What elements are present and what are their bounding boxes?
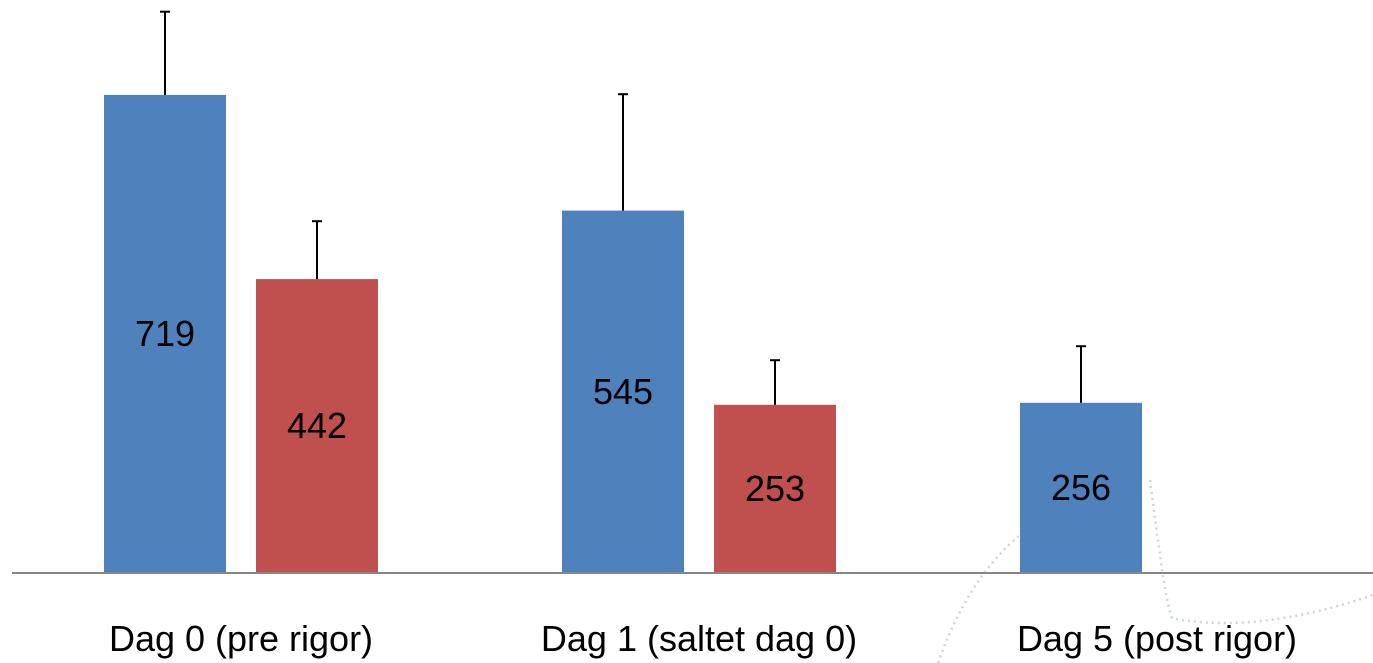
data-label-series-2-cat-2: 253 xyxy=(745,468,805,509)
bar-series-1-cat-2 xyxy=(562,210,684,573)
bars-layer xyxy=(104,94,1142,574)
x-tick-label-2: Dag 1 (saltet dag 0) xyxy=(541,618,857,659)
error-bars-layer xyxy=(160,10,1086,405)
data-label-series-1-cat-3: 256 xyxy=(1051,467,1111,508)
error-bar-series-1-cat-2 xyxy=(618,93,628,211)
x-tick-label-3: Dag 5 (post rigor) xyxy=(1017,618,1297,659)
error-bar-series-2-cat-2 xyxy=(770,359,780,405)
dotted-decoration-line xyxy=(936,479,1373,663)
bar-series-2-cat-2 xyxy=(714,404,836,573)
data-label-series-2-cat-1: 442 xyxy=(287,405,347,446)
bar-series-2-cat-1 xyxy=(256,279,378,573)
bar-series-1-cat-1 xyxy=(104,94,226,574)
background-decoration xyxy=(936,479,1373,663)
data-label-series-1-cat-1: 719 xyxy=(135,313,195,354)
tick-labels-layer: Dag 0 (pre rigor) Dag 1 (saltet dag 0) Dag… xyxy=(109,618,1297,659)
error-bar-series-1-cat-3 xyxy=(1076,345,1086,403)
error-bar-series-2-cat-1 xyxy=(312,220,322,280)
data-label-series-1-cat-2: 545 xyxy=(593,371,653,412)
x-tick-label-1: Dag 0 (pre rigor) xyxy=(109,618,373,659)
value-labels-layer: 719 442 545 253 256 xyxy=(135,313,1111,509)
error-bar-series-1-cat-1 xyxy=(160,10,170,95)
bar-series-1-cat-3 xyxy=(1020,402,1142,573)
